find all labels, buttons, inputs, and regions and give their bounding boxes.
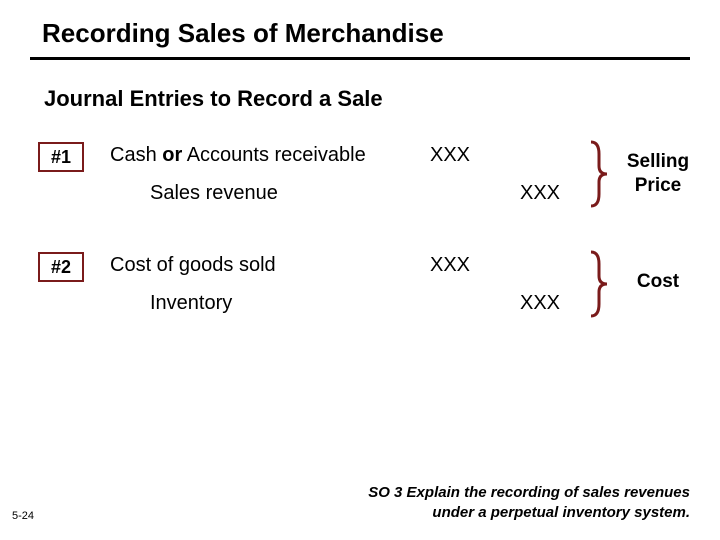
brace-2 xyxy=(585,250,613,318)
brace-label-1: Selling Price xyxy=(618,150,698,198)
brace-label-2-line1: Cost xyxy=(637,271,679,292)
debit-account-1: Cash or Accounts receivable xyxy=(110,144,366,167)
debit-amount-1: XXX xyxy=(430,144,470,167)
slide-number: 5-24 xyxy=(12,510,34,522)
debit-amount-2: XXX xyxy=(430,254,470,277)
credit-account-1: Sales revenue xyxy=(150,182,278,205)
brace-label-1-line1: Selling xyxy=(627,151,689,172)
debit-account-1-bold: or xyxy=(162,144,182,166)
entry-badge-1: #1 xyxy=(38,142,84,172)
slide-title: Recording Sales of Merchandise xyxy=(0,0,720,57)
footer-line1: SO 3 Explain the recording of sales reve… xyxy=(368,484,690,501)
journal-entry-2: #2 Cost of goods sold Inventory XXX XXX … xyxy=(0,250,720,360)
brace-1 xyxy=(585,140,613,208)
credit-amount-1: XXX xyxy=(520,182,560,205)
footer-line2: under a perpetual inventory system. xyxy=(432,504,690,521)
journal-entries: #1 Cash or Accounts receivable Sales rev… xyxy=(0,140,720,360)
debit-account-2: Cost of goods sold xyxy=(110,254,276,277)
entry-badge-2: #2 xyxy=(38,252,84,282)
credit-amount-2: XXX xyxy=(520,292,560,315)
footer-note: SO 3 Explain the recording of sales reve… xyxy=(368,483,690,522)
debit-account-1-post: Accounts receivable xyxy=(182,144,365,166)
journal-entry-1: #1 Cash or Accounts receivable Sales rev… xyxy=(0,140,720,250)
credit-account-2: Inventory xyxy=(150,292,232,315)
brace-label-2: Cost xyxy=(618,270,698,294)
brace-label-1-line2: Price xyxy=(635,175,681,196)
debit-account-1-pre: Cash xyxy=(110,144,162,166)
brace-icon xyxy=(585,140,613,208)
slide-subtitle: Journal Entries to Record a Sale xyxy=(0,60,720,112)
brace-icon xyxy=(585,250,613,318)
debit-account-2-pre: Cost of goods sold xyxy=(110,254,276,276)
